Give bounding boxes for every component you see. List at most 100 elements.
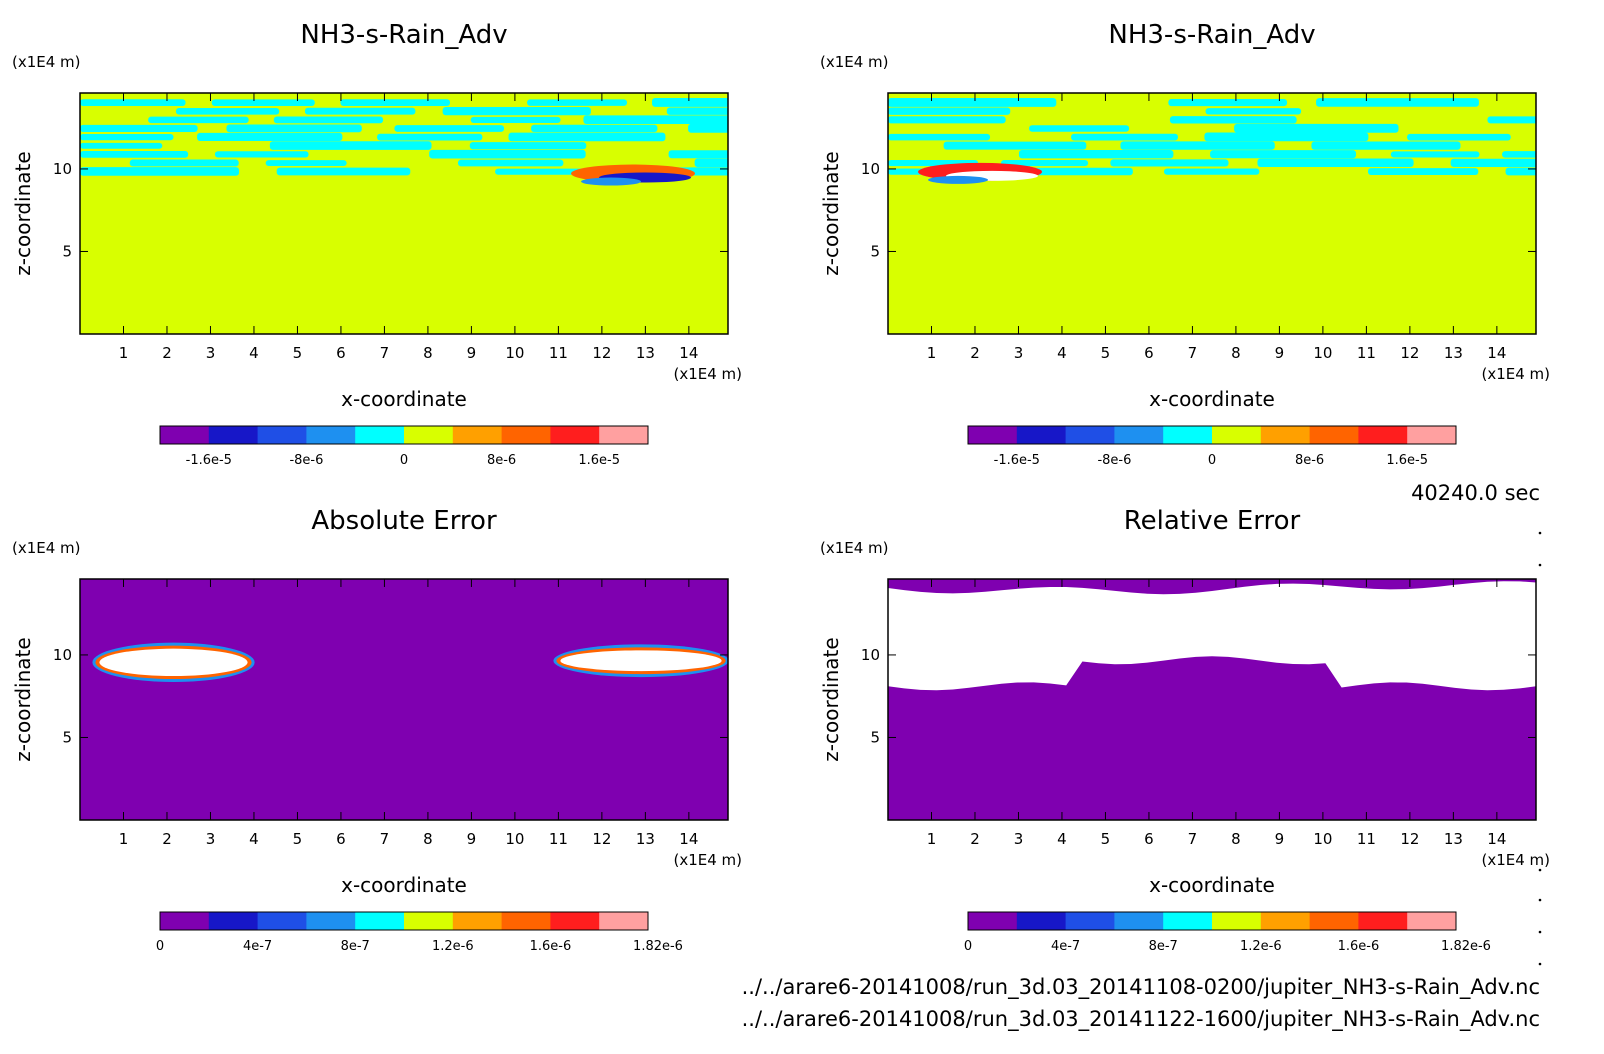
cloud-streak xyxy=(694,158,728,168)
colorbar-swatch xyxy=(208,912,259,930)
negative-fringe xyxy=(581,177,642,186)
x-tick-label: 3 xyxy=(206,344,216,362)
x-tick-label: 6 xyxy=(1144,830,1154,848)
colorbar-swatch xyxy=(1407,912,1457,930)
cloud-streak xyxy=(527,99,628,106)
time-label: 40240.0 sec xyxy=(1411,481,1540,505)
y-tick-label: 5 xyxy=(870,242,880,260)
cloud-streak xyxy=(197,132,343,142)
negative-fringe xyxy=(928,175,989,184)
x-tick-label: 9 xyxy=(1275,830,1285,848)
colorbar-frame xyxy=(159,425,649,445)
colorbar-frame xyxy=(159,911,649,931)
x-tick-label: 7 xyxy=(1188,344,1198,362)
x-tick-label: 3 xyxy=(1014,830,1024,848)
colorbar-tick-label: 8e-7 xyxy=(341,939,370,954)
panel-title: NH3-s-Rain_Adv xyxy=(1108,20,1315,50)
colorbar-tick-label: 1.6e-6 xyxy=(530,939,572,954)
x-tick-label: 8 xyxy=(423,830,433,848)
x-unit-label: (x1E4 m) xyxy=(1481,365,1550,383)
cloud-streak xyxy=(175,107,280,115)
cloud-streak xyxy=(80,99,186,106)
colorbar-swatch xyxy=(355,912,405,930)
cloud-streak xyxy=(304,107,416,115)
colorbar-tick-label: 1.2e-6 xyxy=(432,939,474,954)
colorbar-tick-label: 4e-7 xyxy=(1051,939,1080,954)
footer-file-1: ../../arare6-20141008/run_3d.03_20141108… xyxy=(742,975,1540,1000)
y-axis-label: z-coordinate xyxy=(11,637,35,761)
cloud-streak xyxy=(508,132,666,142)
colorbar-swatch xyxy=(306,426,356,444)
x-axis-label: x-coordinate xyxy=(1149,387,1275,411)
plot-frame xyxy=(79,578,729,821)
colorbar-swatch xyxy=(1212,912,1262,930)
colorbar-swatch xyxy=(599,426,649,444)
y-axis-label: z-coordinate xyxy=(819,151,843,275)
y-unit-label: (x1E4 m) xyxy=(820,53,889,71)
cloud-streak xyxy=(211,99,315,106)
colorbar-swatch xyxy=(1358,426,1408,444)
panel-1: NH3-s-Rain_Adv(x1E4 m)1 2 3 4 5 6 7 8 9 10 11 12 13 1… xyxy=(11,20,742,468)
colorbar-swatch xyxy=(1260,426,1311,444)
colorbar-tick-label: -8e-6 xyxy=(289,453,323,468)
cloud-streak xyxy=(470,116,561,124)
colorbar: -1.6e-5 -8e-6 0 8e-6 1.6e-5 xyxy=(967,425,1457,468)
colorbar-tick-label: 8e-6 xyxy=(487,453,516,468)
x-axis-label: x-coordinate xyxy=(341,873,467,897)
panel-2: NH3-s-Rain_Adv(x1E4 m)1 2 3 4 5 6 7 8 9 10 11 12 13 1… xyxy=(819,20,1550,468)
y-axis-label: z-coordinate xyxy=(819,637,843,761)
cloud-streak xyxy=(531,124,658,133)
colorbar-swatch xyxy=(355,426,405,444)
cloud-streak xyxy=(888,97,1057,107)
cloud-streak xyxy=(442,106,591,116)
x-tick-label: 9 xyxy=(1275,344,1285,362)
cloud-streak xyxy=(214,151,309,158)
cloud-streak xyxy=(469,142,587,150)
x-tick-label: 11 xyxy=(1357,344,1376,362)
colorbar-swatch xyxy=(306,912,356,930)
cloud-streak xyxy=(394,125,505,132)
cloud-streak xyxy=(1390,151,1480,158)
cloud-streak xyxy=(1234,123,1399,133)
plot-frame xyxy=(79,92,729,335)
x-tick-label: 5 xyxy=(293,830,303,848)
colorbar-swatch xyxy=(1358,912,1408,930)
y-tick-label: 5 xyxy=(62,242,72,260)
x-tick-label: 14 xyxy=(1487,344,1506,362)
colorbar-swatch xyxy=(599,912,649,930)
colorbar-tick-label: 1.82e-6 xyxy=(633,939,683,954)
colorbar-swatch xyxy=(550,426,600,444)
colorbar-tick-label: -1.6e-5 xyxy=(994,453,1040,468)
field-background xyxy=(80,579,728,820)
colorbar-swatch xyxy=(1016,912,1067,930)
x-tick-label: 3 xyxy=(206,830,216,848)
colorbar-tick-label: 1.6e-6 xyxy=(1338,939,1380,954)
colorbar: 0 4e-7 8e-7 1.2e-6 1.6e-6 1.82e-6 xyxy=(156,911,683,954)
panel-title: Absolute Error xyxy=(311,506,497,536)
cloud-streak xyxy=(1168,99,1288,107)
cloud-streak xyxy=(1163,168,1260,175)
colorbar-swatch xyxy=(1163,912,1213,930)
cloud-streak xyxy=(340,99,450,107)
x-tick-label: 14 xyxy=(679,344,698,362)
x-tick-label: 2 xyxy=(970,344,980,362)
x-tick-label: 8 xyxy=(1231,344,1241,362)
cloud-streak xyxy=(1205,108,1302,115)
colorbar-swatch xyxy=(404,426,454,444)
x-tick-label: 1 xyxy=(927,344,937,362)
x-tick-label: 7 xyxy=(1188,830,1198,848)
x-tick-label: 2 xyxy=(970,830,980,848)
colorbar-swatch xyxy=(501,912,551,930)
x-tick-label: 12 xyxy=(1400,830,1419,848)
colorbar-swatch xyxy=(968,912,1018,930)
x-tick-label: 11 xyxy=(1357,830,1376,848)
cloud-streak xyxy=(1210,150,1356,159)
x-tick-label: 1 xyxy=(119,344,129,362)
cloud-streak xyxy=(80,134,174,141)
x-tick-label: 4 xyxy=(1057,830,1067,848)
x-tick-label: 6 xyxy=(336,344,346,362)
cloud-streak xyxy=(1450,158,1536,167)
colorbar-swatch xyxy=(1260,912,1311,930)
colorbar-swatch xyxy=(404,912,454,930)
colorbar-swatch xyxy=(257,426,307,444)
